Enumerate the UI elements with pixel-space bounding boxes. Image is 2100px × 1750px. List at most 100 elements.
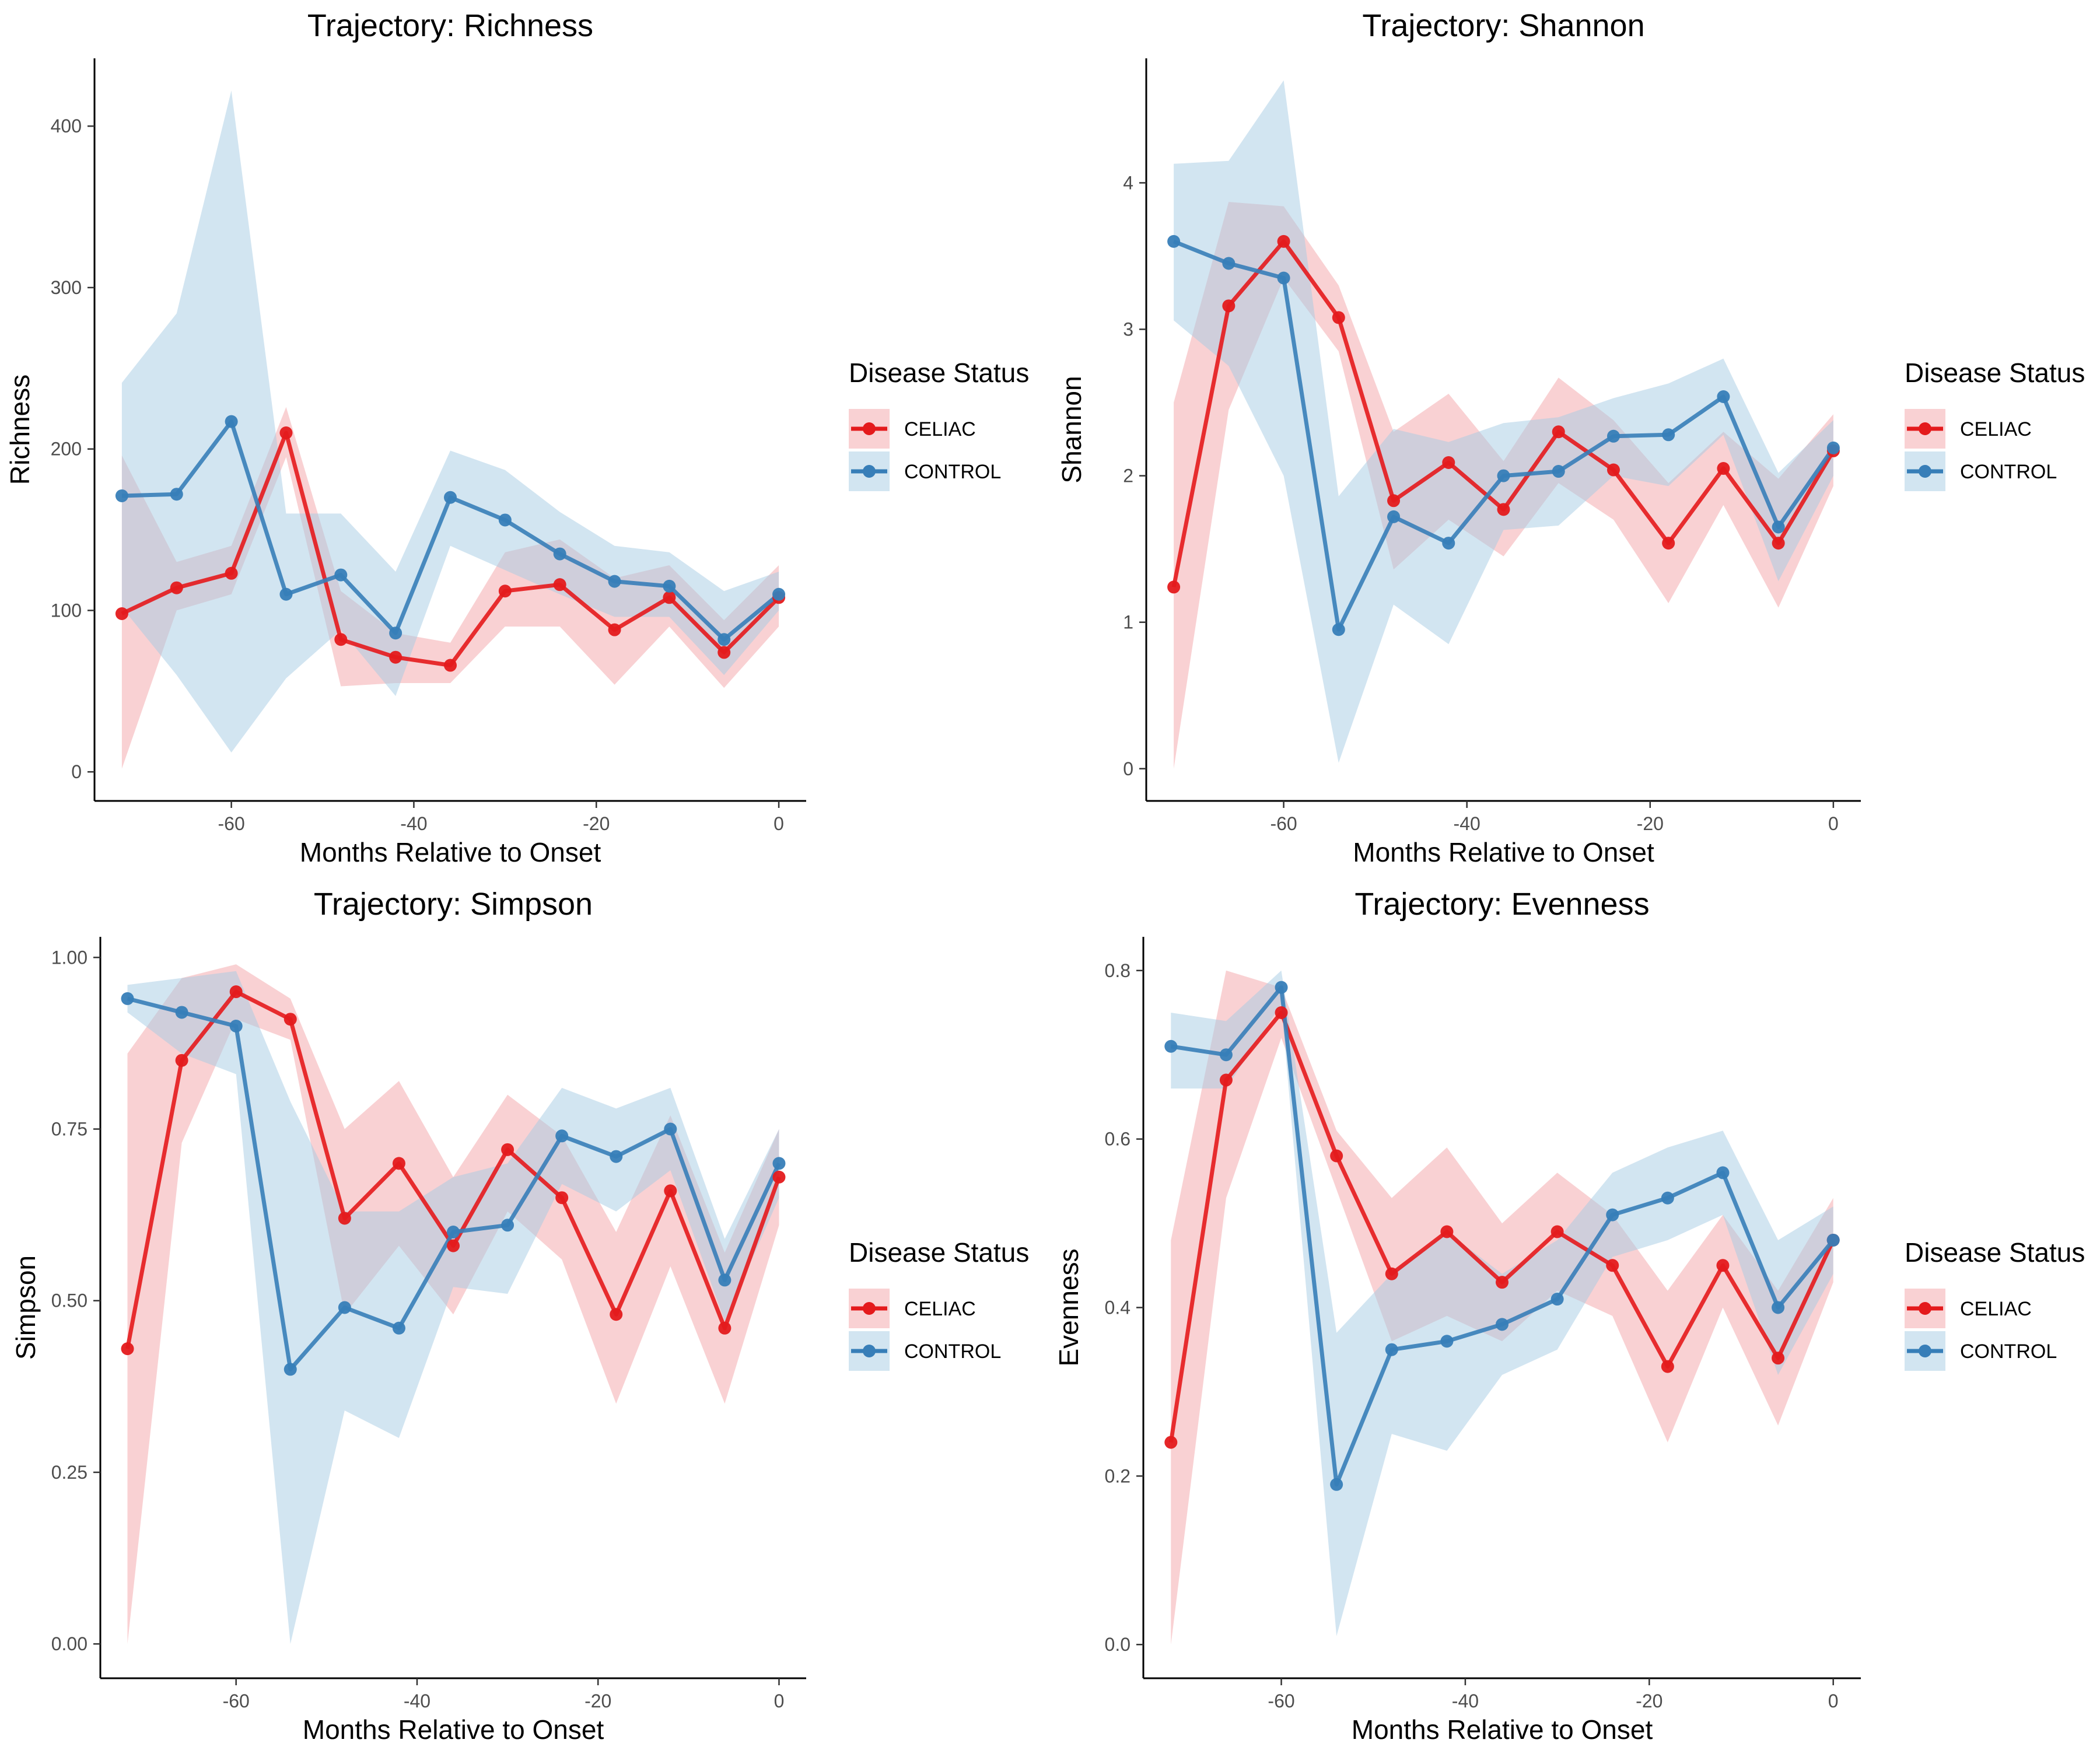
y-tick-label: 0.8 — [1105, 960, 1130, 981]
data-point-celiac — [1219, 1073, 1233, 1087]
x-tick-label: -40 — [1452, 1690, 1479, 1712]
data-point-celiac — [175, 1054, 188, 1067]
x-tick-label: -60 — [1270, 813, 1297, 834]
confidence-band-control — [1174, 80, 1833, 763]
data-point-control — [338, 1301, 351, 1314]
data-point-celiac — [170, 581, 183, 594]
data-point-control — [1387, 510, 1401, 523]
data-point-control — [115, 489, 128, 502]
y-tick-label: 0 — [71, 761, 82, 782]
y-tick-label: 0.0 — [1105, 1634, 1130, 1655]
y-tick-label: 0.25 — [51, 1462, 88, 1483]
y-tick-label: 0.75 — [51, 1119, 88, 1140]
legend: Disease Status CELIAC CONTROL — [849, 358, 1029, 491]
data-point-celiac — [1167, 580, 1181, 594]
x-tick-label: 0 — [1828, 813, 1839, 834]
data-point-control — [1552, 465, 1565, 478]
legend-key-point-control — [863, 1345, 876, 1357]
legend-key-point-celiac — [1919, 422, 1931, 435]
x-tick-label: -40 — [400, 813, 427, 834]
y-tick-label: 1 — [1123, 612, 1133, 633]
y-tick-label: 3 — [1123, 319, 1133, 340]
x-axis-title: Months Relative to Onset — [1353, 837, 1654, 867]
data-point-control — [663, 579, 676, 593]
data-point-control — [389, 626, 402, 640]
data-point-celiac — [338, 1212, 351, 1225]
data-point-control — [1442, 537, 1455, 550]
y-tick-label: 0.4 — [1105, 1297, 1130, 1318]
chart-panel-1: Trajectory: Richness 0 100 200 300 400 -60 -40 -… — [5, 8, 1029, 867]
data-point-control — [1219, 1048, 1233, 1062]
legend-key-point-control — [1919, 465, 1931, 478]
data-point-control — [555, 1129, 569, 1143]
data-point-control — [1440, 1335, 1454, 1348]
legend-label-control: CONTROL — [904, 461, 1001, 483]
data-point-control — [1550, 1293, 1564, 1306]
x-tick-label: -20 — [1637, 813, 1664, 834]
data-point-celiac — [1606, 1259, 1619, 1272]
x-tick-label: 0 — [774, 813, 784, 834]
data-point-celiac — [1550, 1225, 1564, 1238]
data-point-control — [1606, 1208, 1619, 1222]
data-point-control — [1330, 1478, 1343, 1491]
data-point-control — [1332, 623, 1345, 636]
legend-title: Disease Status — [849, 358, 1029, 388]
data-point-celiac — [334, 633, 348, 646]
data-point-control — [718, 1273, 732, 1287]
data-point-control — [498, 513, 512, 527]
legend-label-celiac: CELIAC — [1960, 1298, 2032, 1320]
legend-title: Disease Status — [1905, 1237, 2085, 1268]
legend-key-point-control — [1919, 1345, 1931, 1357]
chart-title: Trajectory: Richness — [307, 8, 593, 43]
data-point-celiac — [1662, 537, 1675, 550]
legend-key-point-control — [863, 465, 876, 478]
data-point-celiac — [1277, 235, 1290, 248]
data-point-control — [1826, 1233, 1840, 1247]
y-tick-label: 0.6 — [1105, 1129, 1130, 1150]
data-point-control — [170, 488, 183, 501]
y-tick-label: 0 — [1123, 758, 1133, 779]
x-axis-title: Months Relative to Onset — [1352, 1714, 1653, 1745]
x-tick-label: 0 — [774, 1690, 785, 1712]
data-point-control — [1385, 1343, 1398, 1356]
data-point-celiac — [1717, 462, 1730, 475]
data-point-celiac — [444, 659, 457, 672]
data-point-control — [447, 1226, 460, 1239]
data-point-celiac — [1496, 1276, 1508, 1289]
data-point-celiac — [1661, 1360, 1674, 1373]
data-point-celiac — [610, 1308, 623, 1321]
data-point-celiac — [663, 591, 676, 604]
data-point-celiac — [1275, 1006, 1288, 1019]
data-point-control — [229, 1019, 243, 1032]
y-tick-label: 200 — [51, 439, 82, 460]
data-point-control — [608, 575, 621, 588]
data-point-celiac — [1552, 425, 1565, 439]
legend-title: Disease Status — [1905, 358, 2085, 388]
confidence-band-celiac — [121, 407, 779, 769]
x-tick-label: -60 — [223, 1690, 250, 1712]
y-axis-title: Shannon — [1056, 376, 1087, 483]
chart-title: Trajectory: Shannon — [1362, 8, 1644, 43]
confidence-band-control — [127, 971, 779, 1644]
data-point-celiac — [718, 646, 731, 659]
data-point-control — [1606, 429, 1620, 443]
y-tick-label: 300 — [51, 277, 82, 298]
y-tick-label: 4 — [1123, 172, 1133, 193]
x-tick-label: -40 — [1454, 813, 1480, 834]
y-axis-title: Evenness — [1054, 1248, 1084, 1366]
x-axis-title: Months Relative to Onset — [303, 1714, 604, 1745]
chart-panel-3: Trajectory: Simpson 0.00 0.25 0.50 0.75 1.00 -… — [10, 887, 1029, 1745]
data-point-celiac — [229, 985, 243, 999]
data-point-celiac — [1164, 1436, 1178, 1449]
data-point-control — [1662, 428, 1675, 442]
data-point-celiac — [1772, 1352, 1785, 1365]
confidence-band-celiac — [127, 964, 779, 1644]
data-point-celiac — [1606, 463, 1620, 477]
data-point-celiac — [392, 1157, 405, 1170]
data-point-celiac — [225, 566, 238, 580]
x-tick-label: -60 — [1268, 1690, 1294, 1712]
data-point-control — [121, 992, 134, 1005]
data-point-celiac — [1497, 503, 1510, 516]
y-tick-label: 0.50 — [51, 1290, 88, 1311]
